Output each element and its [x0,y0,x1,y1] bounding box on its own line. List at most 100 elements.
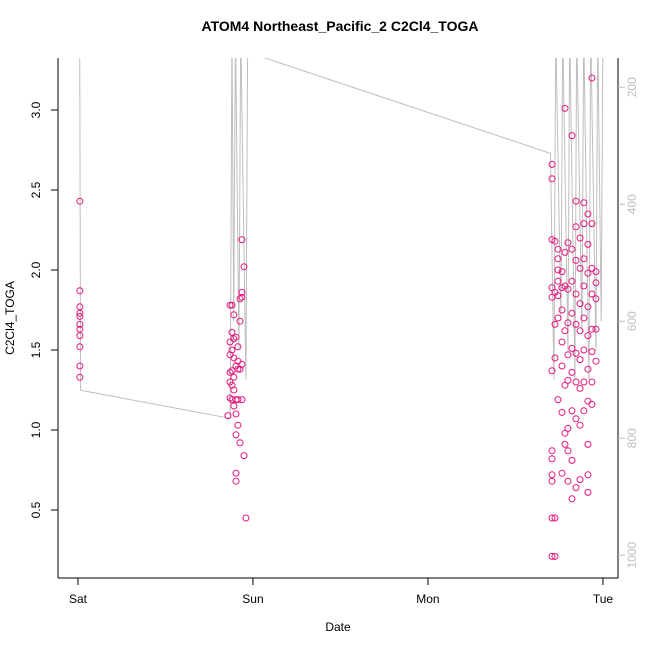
data-point [576,327,584,335]
data-point [548,455,556,463]
data-point [236,365,244,373]
data-point [554,266,562,274]
data-point [564,424,572,432]
data-point [561,104,569,112]
chart-title: ATOM4 Northeast_Pacific_2 C2Cl4_TOGA [202,18,479,34]
data-point [548,477,556,485]
data-point [564,376,572,384]
data-point [548,160,556,168]
data-point [551,237,559,245]
data-point [240,452,248,460]
data-point [576,384,584,392]
data-point [554,277,562,285]
data-point [592,295,600,303]
y2-tick-label: 1000 [625,542,639,569]
data-point [592,325,600,333]
data-point [554,396,562,404]
data-point [568,245,576,253]
data-point [226,368,234,376]
data-point [234,365,242,373]
data-point [584,332,592,340]
data-point [230,335,238,343]
data-point [580,407,588,415]
data-point [580,199,588,207]
data-point [580,282,588,290]
x-axis-label: Date [325,620,351,634]
data-point [592,357,600,365]
data-point [238,288,246,296]
data-point [572,290,580,298]
data-point [588,400,596,408]
data-point [554,314,562,322]
y-tick-label: 2.5 [29,181,43,198]
data-point [584,240,592,248]
data-point [580,255,588,263]
data-point [76,312,84,320]
data-point [236,295,244,303]
x-tick-label: Sat [69,592,88,606]
profile-line [79,58,604,419]
data-point [76,343,84,351]
data-point [554,245,562,253]
y2-tick-label: 200 [625,77,639,97]
data-point [568,309,576,317]
data-point [564,319,572,327]
data-point [568,495,576,503]
y-tick-label: 2.0 [29,261,43,278]
data-point [551,320,559,328]
y-tick-label: 1.5 [29,341,43,358]
data-point [76,320,84,328]
data-point [572,484,580,492]
data-point [558,362,566,370]
x-tick-label: Sun [242,592,263,606]
y2-tick-label: 400 [625,194,639,214]
data-point [572,378,580,386]
data-point [588,378,596,386]
data-point [572,349,580,357]
data-point [236,439,244,447]
data-point [572,256,580,264]
data-point [230,386,238,394]
data-point [234,396,242,404]
data-point [572,223,580,231]
data-point [584,210,592,218]
data-point [548,447,556,455]
data-point [230,402,238,410]
data-point [568,132,576,140]
data-point [564,239,572,247]
data-point [576,264,584,272]
data-point [576,356,584,364]
data-point [592,268,600,276]
x-tick-label: Tue [593,592,614,606]
data-point [588,290,596,298]
data-point [576,421,584,429]
data-point [568,277,576,285]
data-point [548,175,556,183]
data-point [228,381,236,389]
data-point [548,514,556,522]
data-point [584,397,592,405]
data-point [588,325,596,333]
data-point [242,514,250,522]
data-point [576,234,584,242]
data-point [238,236,246,244]
data-point [232,410,240,418]
data-point [584,303,592,311]
data-point [236,317,244,325]
data-point [234,343,242,351]
data-point [226,301,234,309]
data-point [561,248,569,256]
data-point [76,197,84,205]
data-point [224,412,232,420]
y2-tick-label: 800 [625,428,639,448]
plot-area [76,58,604,560]
data-point [580,220,588,228]
data-point [76,309,84,317]
data-point [588,74,596,82]
data-point [228,301,236,309]
data-point [76,373,84,381]
data-point [554,292,562,300]
data-point [568,456,576,464]
data-point [561,327,569,335]
